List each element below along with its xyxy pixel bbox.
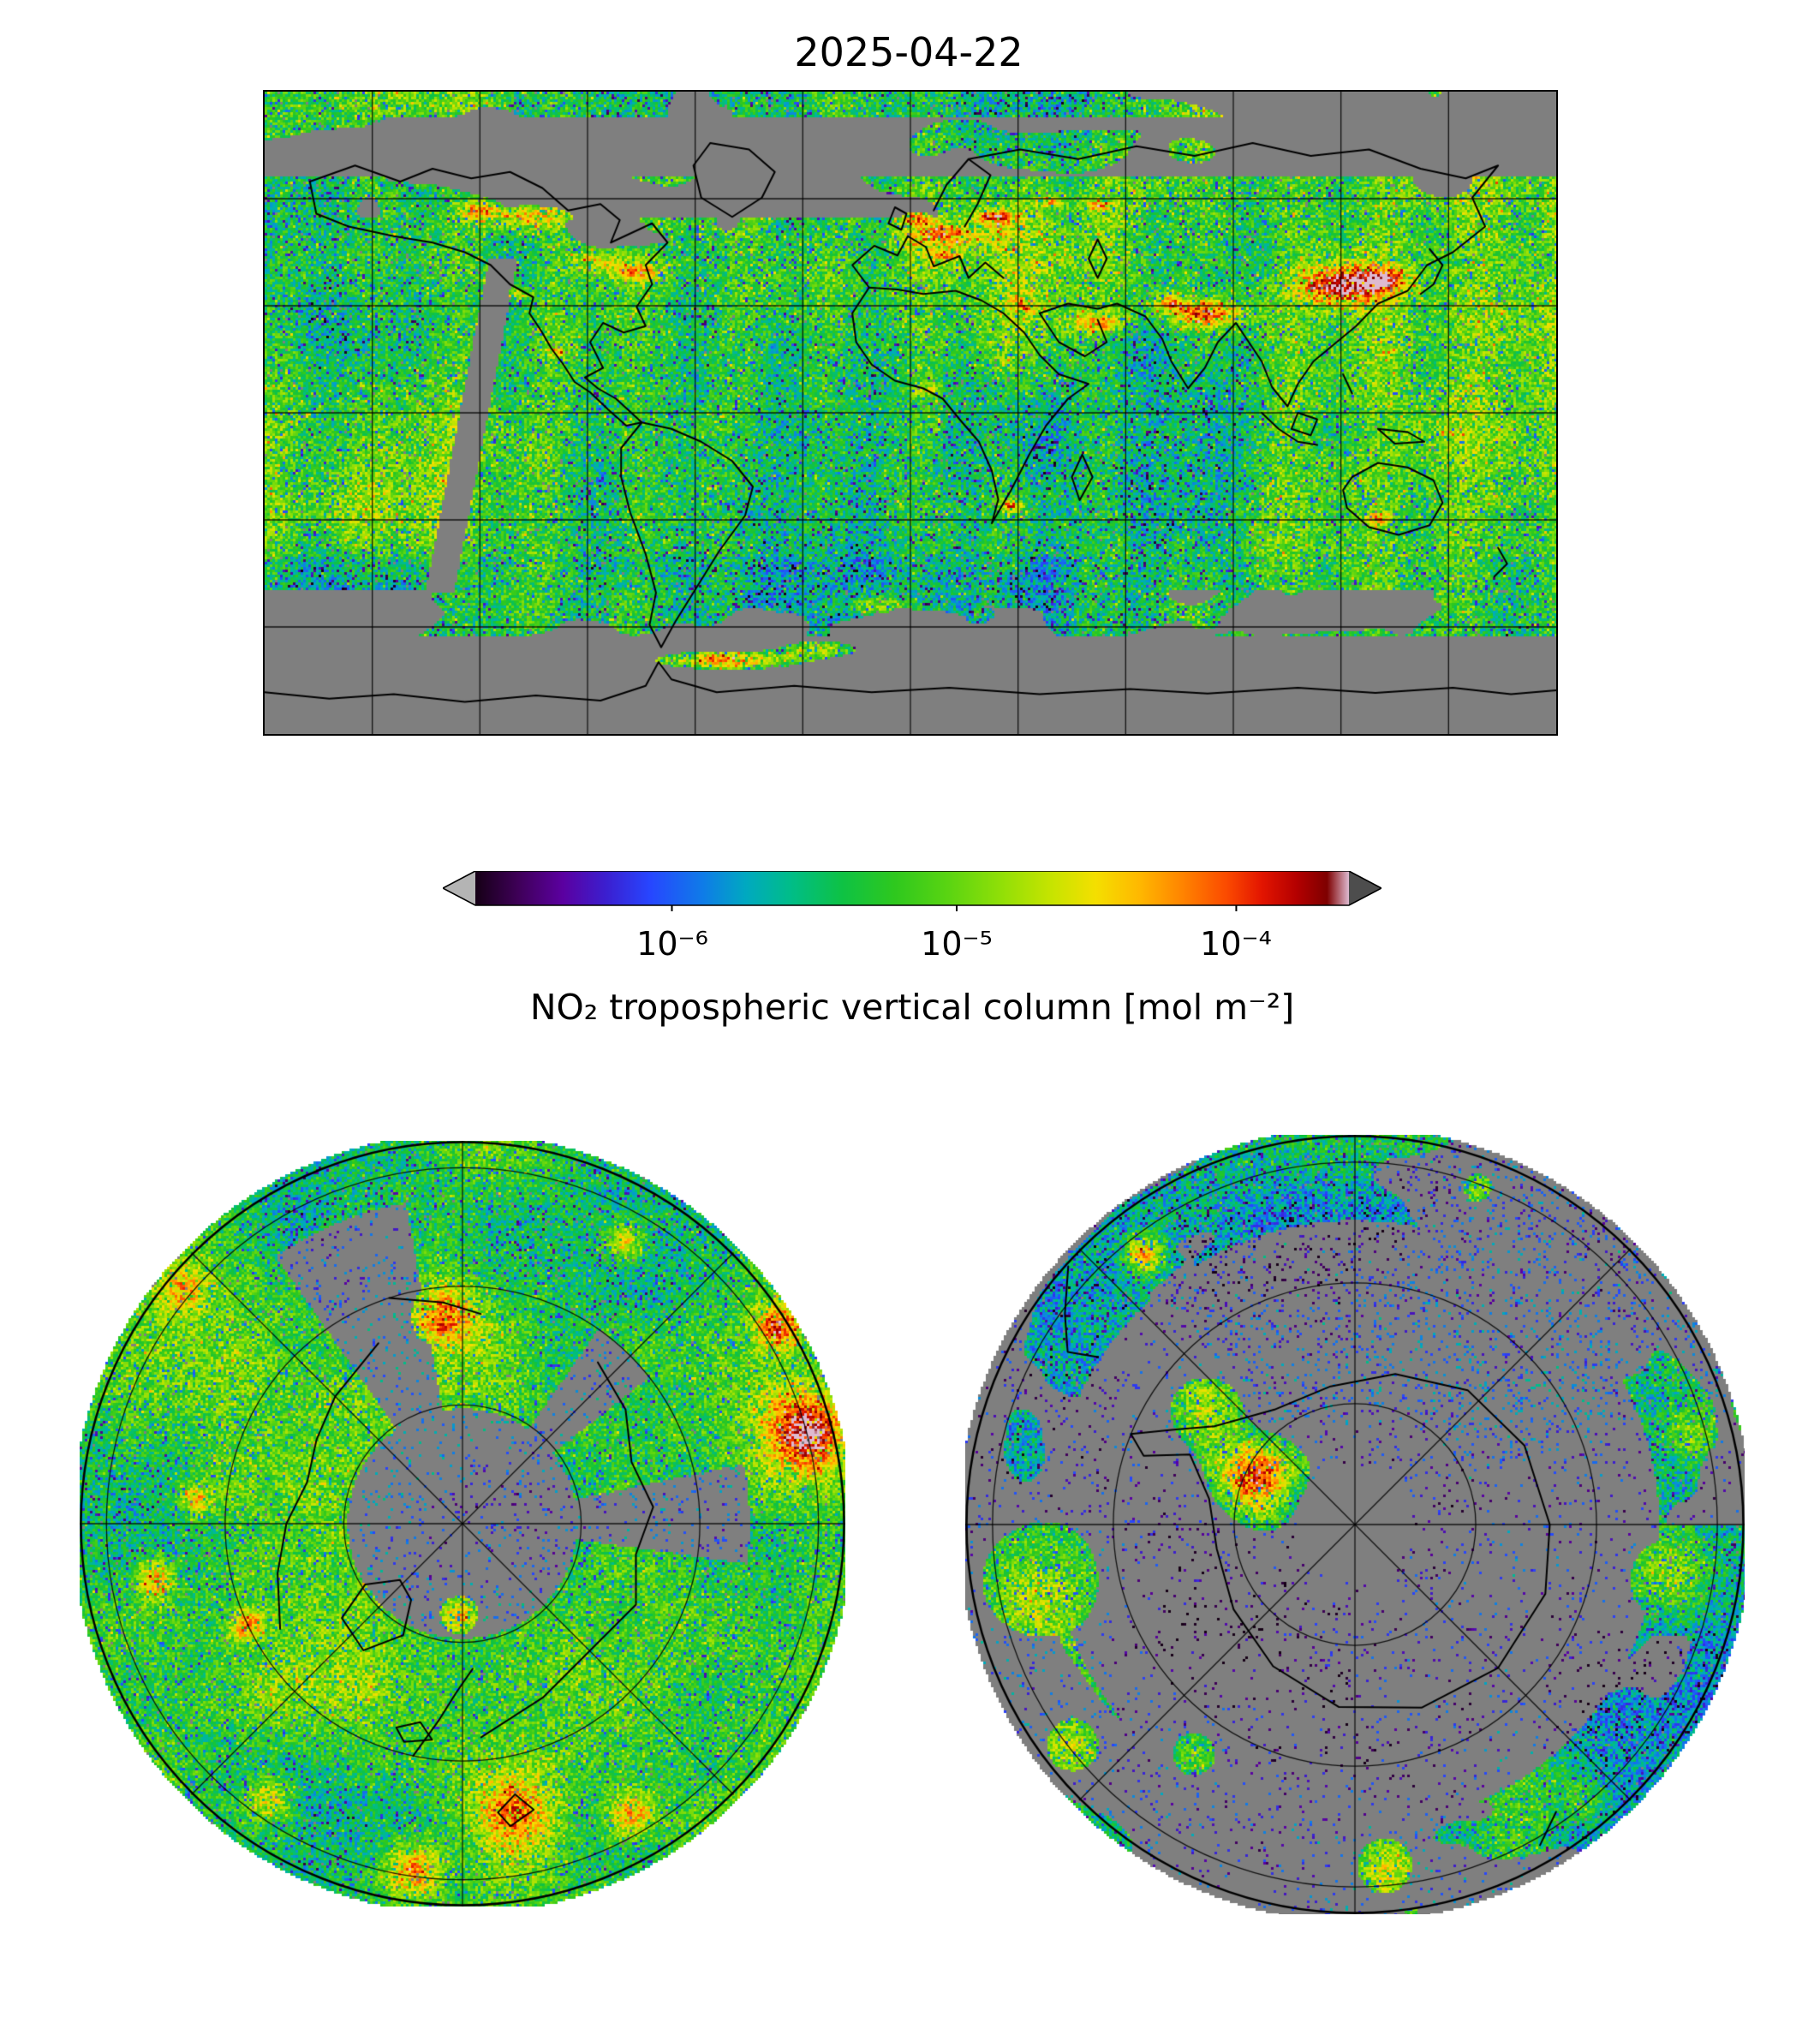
north-polar-panel [80, 1141, 845, 1907]
colorbar [441, 870, 1383, 912]
colorbar-tick-label-1e-6: 10⁻⁶ [636, 925, 708, 963]
colorbar-gradient [441, 870, 1383, 911]
colorbar-tick-label-1e-5: 10⁻⁵ [921, 925, 993, 963]
south-polar-panel [965, 1135, 1745, 1914]
colorbar-axis-label: NO₂ tropospheric vertical column [mol m⁻… [529, 987, 1295, 1028]
figure-title: 2025-04-22 [794, 29, 1023, 75]
colorbar-tick-label-1e-4: 10⁻⁴ [1200, 925, 1272, 963]
global-map-panel [263, 90, 1558, 736]
